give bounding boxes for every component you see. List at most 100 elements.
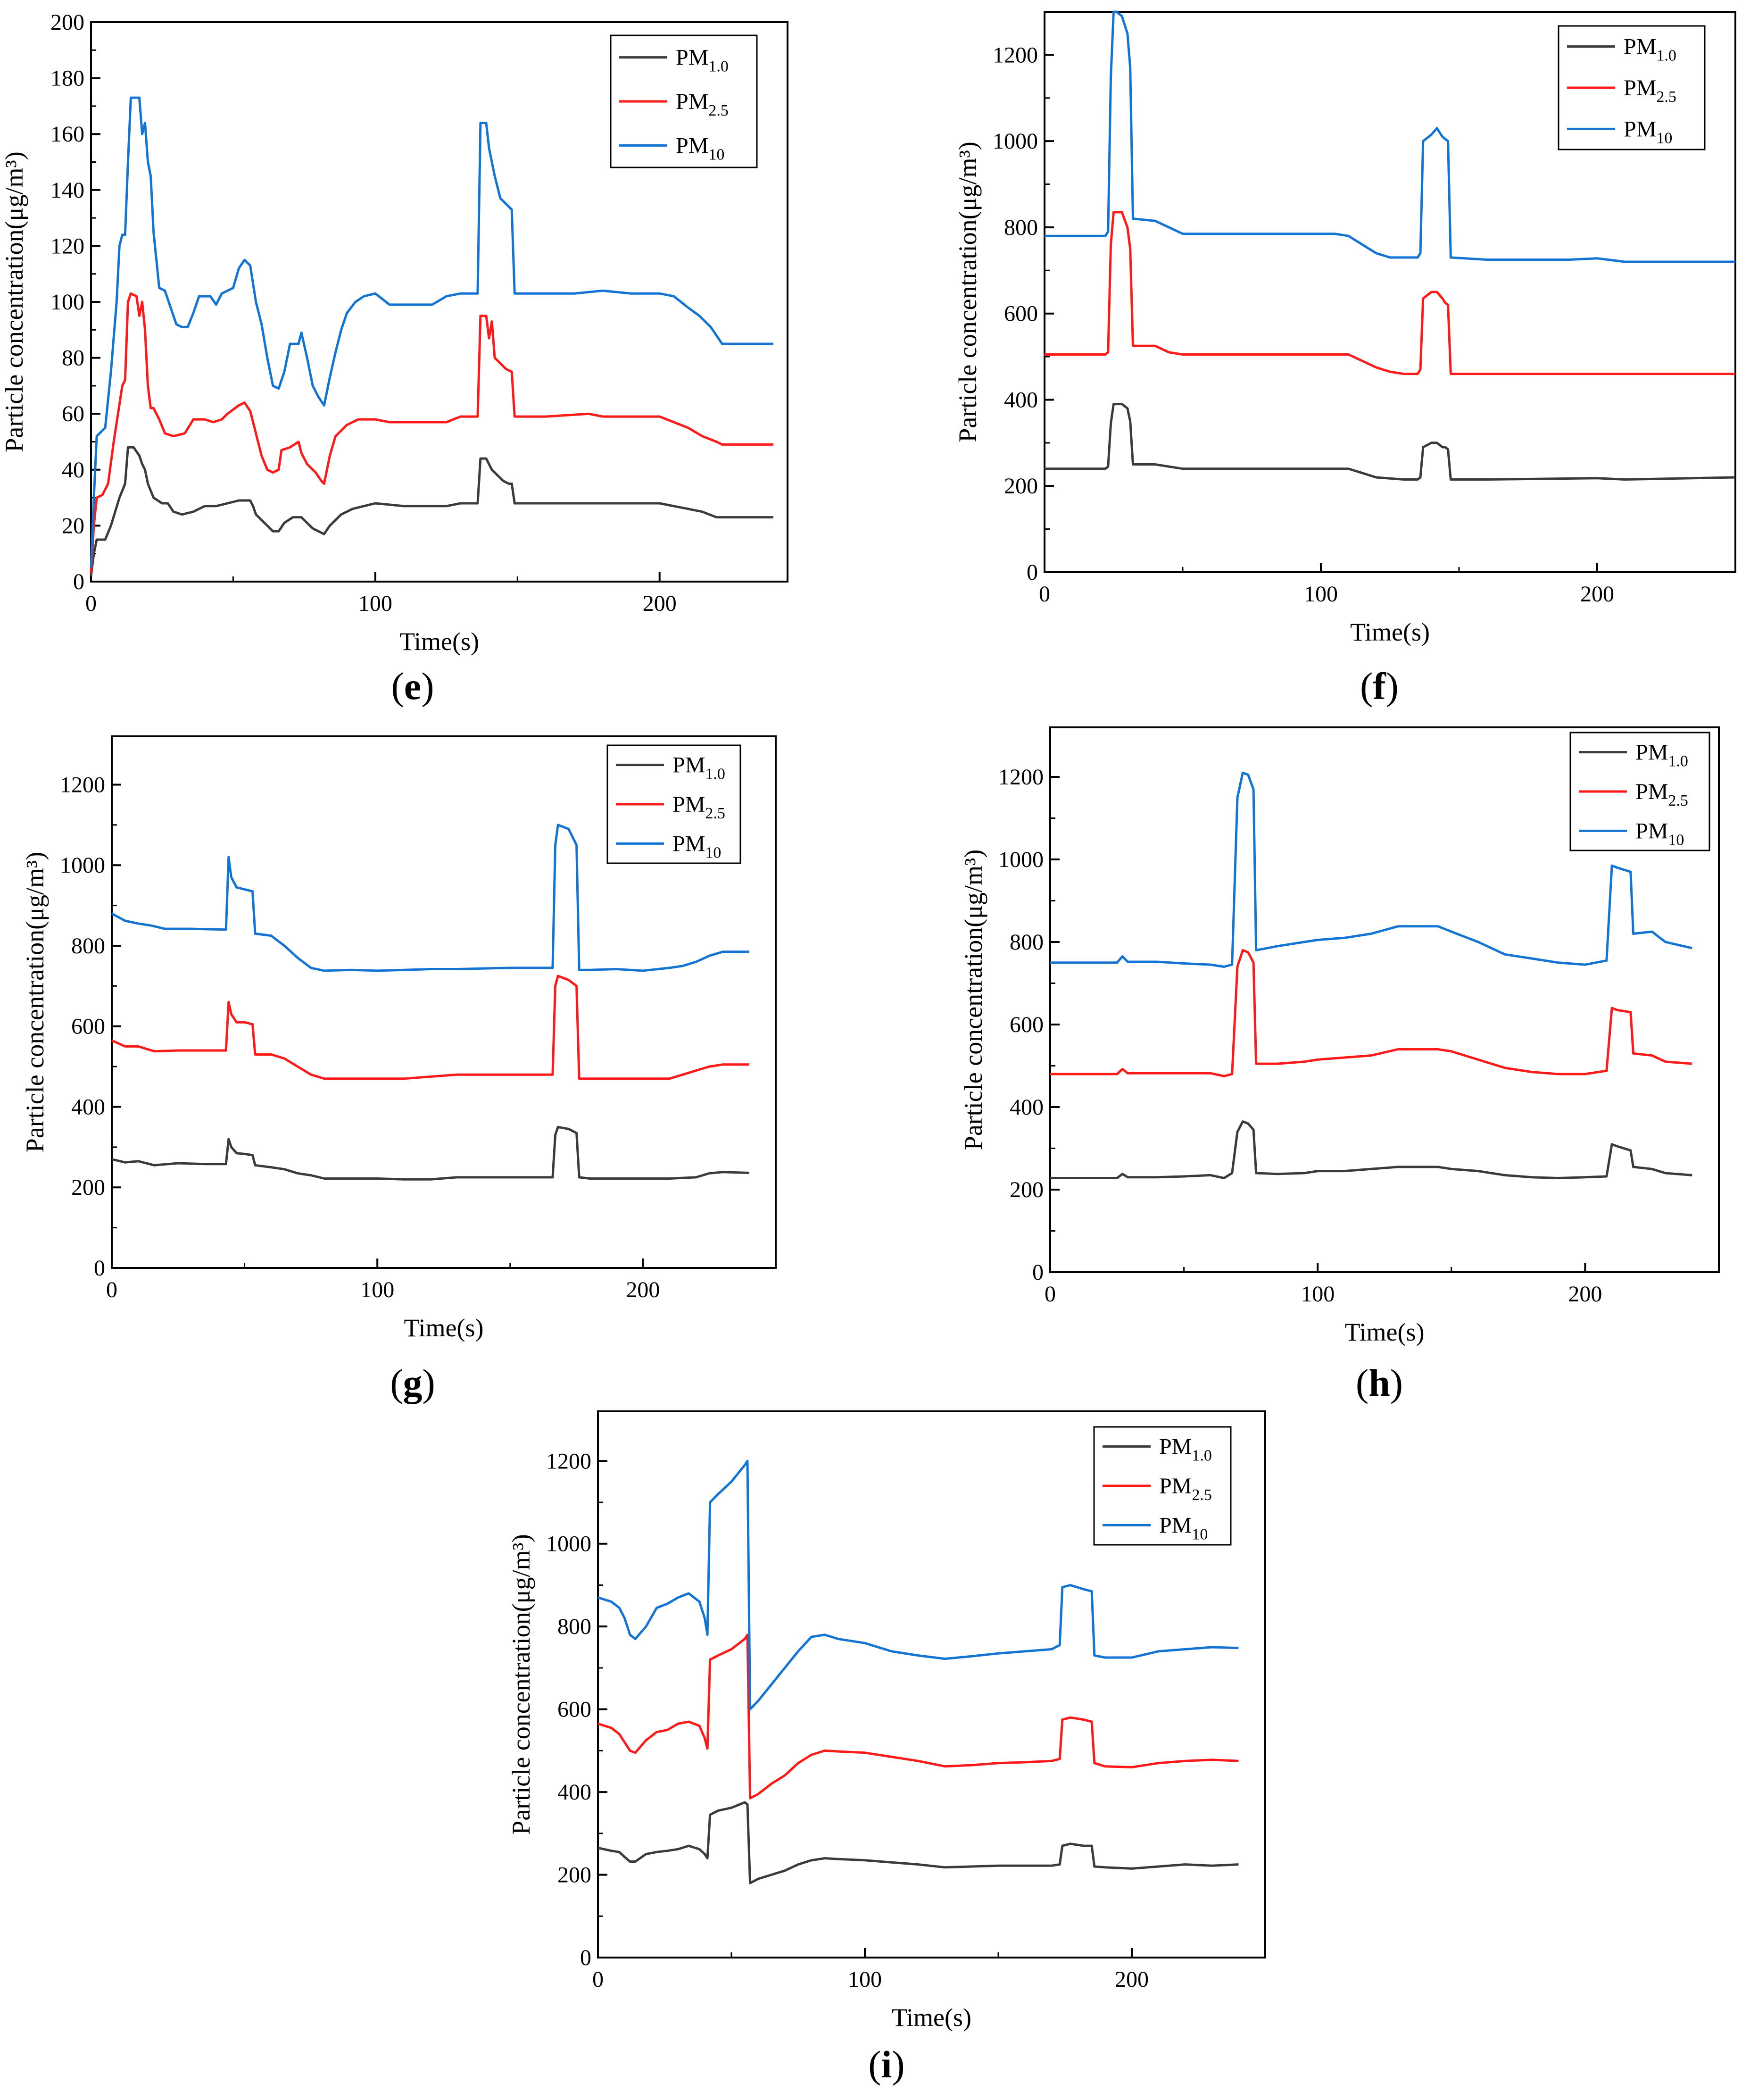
legend-label-pm25: PM2.5 xyxy=(672,792,725,822)
legend-label-pm25: PM2.5 xyxy=(1624,75,1676,106)
legend-label-pm1: PM1.0 xyxy=(1159,1434,1212,1465)
x-tick-label: 0 xyxy=(106,1277,117,1302)
legend-label-pm10: PM10 xyxy=(1159,1513,1208,1543)
plot-frame xyxy=(597,1410,1266,1958)
legend-label-pm25: PM2.5 xyxy=(1635,779,1688,809)
panel-label-g: (g) xyxy=(390,1361,435,1404)
y-tick-label: 1000 xyxy=(998,847,1044,872)
y-tick-label: 80 xyxy=(62,346,84,371)
legend-label-pm10: PM10 xyxy=(1624,117,1672,147)
series-line-pm1 xyxy=(1050,1120,1692,1179)
legend-label-pm10: PM10 xyxy=(1635,818,1684,849)
x-axis-title: Time(s) xyxy=(1344,1318,1424,1346)
series-line-pm1 xyxy=(111,1125,749,1181)
y-tick-label: 1000 xyxy=(60,853,105,878)
legend: PM1.0 PM2.5 PM10 xyxy=(1569,732,1710,851)
plot-frame xyxy=(1044,11,1736,573)
series-line-pm25 xyxy=(90,292,773,574)
series-line-pm10 xyxy=(111,824,749,972)
x-tick-label: 0 xyxy=(85,591,97,616)
legend: PM1.0 PM2.5 PM10 xyxy=(606,744,741,864)
y-tick-label: 800 xyxy=(1004,215,1038,240)
legend: PM1.0 PM2.5 PM10 xyxy=(610,34,758,168)
panel-label-e: (e) xyxy=(391,665,434,708)
y-axis-title: Particle concentration(μg/m³) xyxy=(959,850,987,1150)
x-axis-title: Time(s) xyxy=(892,2003,971,2032)
x-axis-title: Time(s) xyxy=(1350,618,1430,646)
chart-panel-g: 0 100 200 0 200 400 600 800 1000 1200 Time(s) Parti… xyxy=(21,735,777,1342)
y-axis-title: Particle concentration(μg/m³) xyxy=(0,151,28,452)
chart-panel-h: 0 100 200 0 200 400 600 800 1000 1200 Time(s) Parti… xyxy=(959,726,1720,1346)
legend-label-pm1: PM1.0 xyxy=(672,753,725,783)
panel-label-i: (i) xyxy=(868,2043,905,2086)
y-tick-label: 0 xyxy=(94,1256,105,1281)
panel-label-h: (h) xyxy=(1355,1361,1403,1404)
series-line-pm25 xyxy=(1045,211,1735,375)
series-line-pm10 xyxy=(90,96,773,568)
series-line-pm10 xyxy=(597,1459,1239,1711)
x-tick-label: 100 xyxy=(358,591,392,616)
series-line-pm10 xyxy=(1050,771,1692,968)
series-line-pm25 xyxy=(1050,949,1692,1077)
y-tick-label: 20 xyxy=(62,513,84,538)
y-tick-label: 800 xyxy=(71,933,105,958)
x-tick-label: 100 xyxy=(360,1277,394,1302)
y-tick-label: 100 xyxy=(50,290,84,315)
x-tick-label: 200 xyxy=(1580,582,1614,607)
y-tick-label: 600 xyxy=(1004,301,1038,326)
y-tick-label: 0 xyxy=(580,1945,591,1970)
y-tick-label: 200 xyxy=(71,1175,105,1200)
y-tick-label: 400 xyxy=(71,1094,105,1119)
y-axis-title: Particle concentration(μg/m³) xyxy=(954,142,982,442)
x-tick-label: 100 xyxy=(1301,1282,1335,1307)
y-tick-label: 600 xyxy=(71,1014,105,1039)
y-tick-label: 60 xyxy=(62,401,84,426)
chart-panel-i: 0 100 200 0 200 400 600 800 1000 1200 Time(s) Parti… xyxy=(507,1410,1266,2032)
legend: PM1.0 PM2.5 PM10 xyxy=(1093,1426,1232,1546)
plot-frame xyxy=(1049,726,1720,1273)
legend-label-pm1: PM1.0 xyxy=(1624,34,1676,65)
x-tick-label: 100 xyxy=(1304,582,1338,607)
legend-label-pm1: PM1.0 xyxy=(676,45,729,75)
chart-panel-f: 0 100 200 0 200 400 600 800 1000 1200 Time(s) Parti… xyxy=(954,10,1736,646)
series-line-pm25 xyxy=(111,975,749,1080)
legend: PM1.0 PM2.5 PM10 xyxy=(1558,25,1706,150)
y-tick-label: 600 xyxy=(557,1697,591,1722)
y-tick-label: 0 xyxy=(1027,560,1038,585)
y-tick-label: 200 xyxy=(50,10,84,35)
series-line-pm25 xyxy=(597,1633,1239,1800)
legend-label-pm25: PM2.5 xyxy=(676,89,729,119)
chart-panel-e: 0 100 200 0 20 40 60 80 100 120 140 160 180 200 Time(s… xyxy=(0,10,788,656)
legend-label-pm10: PM10 xyxy=(672,831,721,861)
series-line-pm1 xyxy=(90,446,773,576)
x-tick-label: 200 xyxy=(626,1277,660,1302)
y-tick-label: 1200 xyxy=(60,772,105,797)
panel-label-f: (f) xyxy=(1360,665,1399,708)
series-line-pm1 xyxy=(1045,403,1736,481)
legend-label-pm1: PM1.0 xyxy=(1635,740,1688,770)
x-tick-label: 200 xyxy=(643,591,677,616)
y-tick-label: 0 xyxy=(1032,1260,1044,1285)
y-tick-label: 400 xyxy=(1004,387,1038,412)
y-tick-label: 0 xyxy=(73,569,84,594)
series-line-pm10 xyxy=(1045,10,1735,263)
y-tick-label: 200 xyxy=(1010,1177,1044,1202)
y-tick-label: 800 xyxy=(557,1614,591,1639)
y-tick-label: 800 xyxy=(1010,930,1044,955)
x-tick-label: 100 xyxy=(848,1967,882,1992)
x-tick-label: 0 xyxy=(592,1967,604,1992)
y-tick-label: 180 xyxy=(50,66,84,91)
legend-label-pm10: PM10 xyxy=(676,133,724,163)
y-tick-label: 140 xyxy=(50,178,84,203)
y-tick-label: 120 xyxy=(50,233,84,258)
y-tick-label: 40 xyxy=(62,458,84,483)
y-tick-label: 1200 xyxy=(998,765,1044,790)
legend-label-pm25: PM2.5 xyxy=(1159,1474,1212,1504)
y-axis-title: Particle concentration(μg/m³) xyxy=(21,852,49,1152)
x-axis-title: Time(s) xyxy=(404,1314,483,1342)
x-tick-label: 200 xyxy=(1568,1282,1602,1307)
y-tick-label: 1200 xyxy=(993,42,1038,67)
plot-frame xyxy=(111,735,777,1269)
